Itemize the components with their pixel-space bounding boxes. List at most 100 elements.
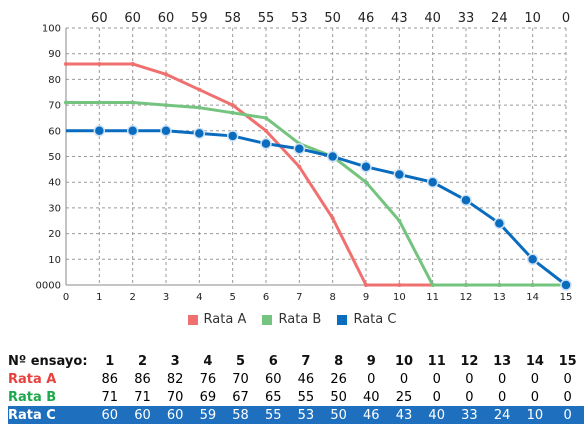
table-cell: 10 <box>518 406 552 424</box>
legend-swatch-rata-b <box>262 314 273 325</box>
data-point-rata-b <box>397 218 402 223</box>
table-cell: 0 <box>399 371 409 387</box>
trial-number: 14 <box>525 353 544 369</box>
data-point-rata-c <box>326 150 339 163</box>
y-tick-label: 20 <box>48 229 61 240</box>
table-cell: 24 <box>485 406 519 424</box>
table-cell: 86 <box>101 371 119 387</box>
row-label: Rata A <box>8 371 57 387</box>
data-point-rata-a <box>264 128 268 133</box>
table-header-row: Nº ensayo: 1 2 3 4 5 6 7 8 9 10 11 12 13 14 15 <box>8 352 584 370</box>
top-value-label: 24 <box>491 11 508 26</box>
data-point-rata-c <box>526 253 539 266</box>
table-cell: 0 <box>432 389 441 405</box>
legend-swatch-rata-a <box>187 314 198 325</box>
table-cell: 50 <box>322 406 355 424</box>
table-cell: 40 <box>420 406 454 424</box>
x-tick-label: 0 <box>63 292 69 303</box>
y-tick-label: 100 <box>42 24 61 35</box>
data-point-rata-b <box>64 100 68 105</box>
data-point-rata-c <box>393 168 406 181</box>
table-cell: 60 <box>158 406 192 424</box>
y-tick-label: 10 <box>48 255 61 266</box>
table-cell: 53 <box>289 406 323 424</box>
top-value-label: 0 <box>562 11 570 26</box>
data-point-rata-a <box>364 283 368 287</box>
data-point-rata-b <box>230 110 235 115</box>
legend-item-rata-c[interactable]: Rata C <box>337 312 396 327</box>
y-tick-label: 0000 <box>36 281 61 292</box>
trial-number: 1 <box>105 353 115 369</box>
top-value-label: 60 <box>158 11 175 26</box>
table-cell: 55 <box>297 389 315 405</box>
trial-number: 5 <box>236 353 246 369</box>
table-cell: 0 <box>367 371 376 387</box>
table-cell: 59 <box>191 406 225 424</box>
table-cell: 0 <box>465 371 474 387</box>
data-point-rata-a <box>64 61 68 66</box>
table-cell: 55 <box>256 406 290 424</box>
data-point-rata-b <box>430 283 435 287</box>
trial-number: 10 <box>394 353 414 369</box>
trial-number: 12 <box>460 353 479 369</box>
data-point-rata-c <box>93 125 106 137</box>
trial-number: 8 <box>334 353 344 369</box>
legend-item-rata-a[interactable]: Rata A <box>187 312 246 327</box>
top-value-label: 43 <box>391 11 408 26</box>
table-cell: 71 <box>101 389 119 405</box>
top-value-label: 55 <box>258 11 275 26</box>
table-cell: 70 <box>166 389 184 405</box>
legend-item-rata-b[interactable]: Rata B <box>262 312 321 327</box>
table-cell: 33 <box>453 406 486 424</box>
x-tick-label: 8 <box>329 292 335 303</box>
table-cell: 26 <box>330 371 347 387</box>
x-tick-label: 2 <box>129 292 135 303</box>
table-cell: 40 <box>363 389 380 405</box>
table-row: Rata C 60 60 60 59 58 55 53 50 46 43 40 33 24 10 0 <box>8 406 584 424</box>
data-point-rata-c <box>560 279 572 291</box>
x-tick-label: 1 <box>96 292 102 303</box>
row-label: Rata B <box>8 389 57 405</box>
y-tick-label: 80 <box>48 75 61 86</box>
x-tick-label: 13 <box>493 292 506 303</box>
trial-number: 4 <box>203 353 213 369</box>
data-point-rata-b <box>530 283 535 287</box>
table-cell: 60 <box>126 406 159 424</box>
x-tick-label: 7 <box>296 292 302 303</box>
data-point-rata-c <box>126 125 139 137</box>
table-cell: 0 <box>432 371 441 387</box>
table-cell: 46 <box>354 406 388 424</box>
table-cell: 70 <box>232 371 249 387</box>
data-point-rata-c <box>260 137 272 150</box>
x-tick-label: 9 <box>363 292 369 303</box>
y-tick-label: 50 <box>48 152 61 163</box>
legend-label-rata-c: Rata C <box>353 312 397 327</box>
series-line-rata-b <box>66 101 566 287</box>
series-line-rata-a <box>66 62 566 287</box>
data-point-rata-b <box>497 283 502 287</box>
table-cell: 60 <box>93 406 127 424</box>
x-tick-label: 15 <box>560 292 573 303</box>
table-cell: 58 <box>224 406 257 424</box>
data-point-rata-b <box>97 100 102 105</box>
data-point-rata-a <box>297 164 302 169</box>
data-point-rata-c <box>426 176 439 188</box>
y-tick-label: 70 <box>48 101 61 112</box>
y-tick-label: 90 <box>48 49 61 60</box>
table-cell: 86 <box>134 371 151 387</box>
table-cell: 69 <box>199 389 217 405</box>
table-cell: 43 <box>387 406 421 424</box>
chart-legend: Rata A Rata B Rata C <box>0 312 584 329</box>
table-cell: 0 <box>563 371 572 387</box>
table-row: Rata A 86 86 82 76 70 60 46 26 0 0 0 0 0 0 0 <box>8 370 584 388</box>
data-point-rata-b <box>197 105 202 110</box>
legend-swatch-rata-c <box>337 314 348 325</box>
data-point-rata-a <box>397 283 402 287</box>
data-point-rata-c <box>293 143 306 155</box>
trial-number: 7 <box>301 353 311 369</box>
trial-number: 15 <box>558 353 577 369</box>
table-cell: 0 <box>530 389 539 405</box>
y-tick-label: 30 <box>48 203 61 214</box>
series-line-rata-c <box>66 129 567 287</box>
